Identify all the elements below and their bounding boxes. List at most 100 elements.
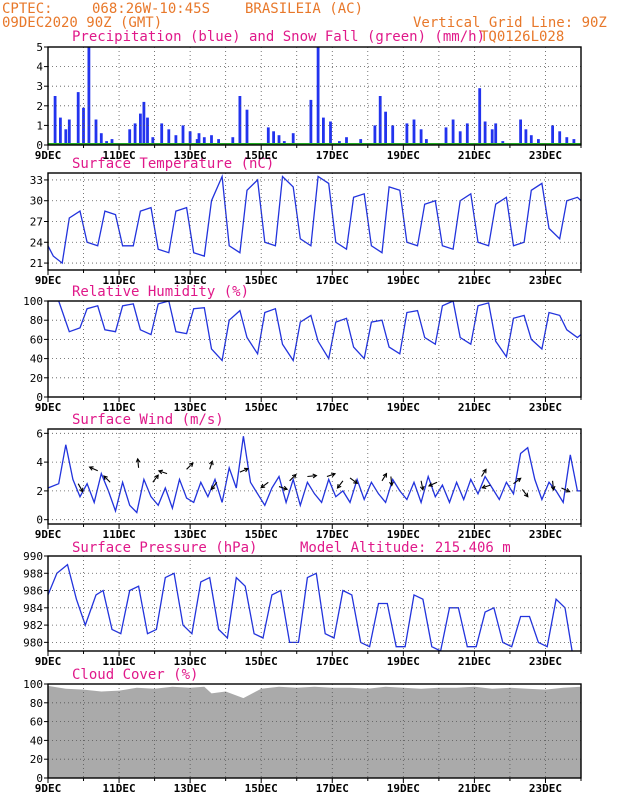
wind-arrow-shaft xyxy=(337,480,344,489)
wind-ytick-label: 4 xyxy=(36,456,43,469)
precip-bar xyxy=(142,101,146,145)
wind-arrow-head xyxy=(382,472,388,478)
wind-arrow-shaft xyxy=(390,476,393,486)
header-code: TQ0126L028 xyxy=(480,29,564,45)
precip-bar xyxy=(345,137,348,145)
cloud-ytick-label: 80 xyxy=(30,697,43,710)
precip-bar xyxy=(217,139,220,145)
header-coords: 068:26W-10:45S xyxy=(92,1,210,17)
wind-arrow-head xyxy=(243,467,250,473)
rh-xtick-label: 13DEC xyxy=(174,401,207,414)
precip-ytick-label: 2 xyxy=(36,100,43,113)
precip-bar xyxy=(565,137,569,145)
precip-bar xyxy=(419,129,423,145)
precip-bar xyxy=(391,125,395,145)
precip-bar xyxy=(94,119,98,145)
wind-ytick-label: 0 xyxy=(36,514,43,527)
precip-bar xyxy=(425,139,428,145)
rh-xtick-label: 17DEC xyxy=(316,401,349,414)
precip-bar xyxy=(76,92,80,145)
wind-arrow-head xyxy=(427,482,434,487)
precip-bar xyxy=(188,131,192,145)
temp-xtick-label: 9DEC xyxy=(35,274,62,287)
press-series-line xyxy=(48,563,573,651)
precip-bar xyxy=(537,139,540,145)
precip-bar xyxy=(202,137,206,145)
wind-arrow-head xyxy=(209,460,214,466)
temp-xtick-label: 23DEC xyxy=(529,274,562,287)
cloud-xtick-label: 13DEC xyxy=(174,782,207,795)
press-ytick-label: 984 xyxy=(23,602,43,615)
precip-bar xyxy=(99,133,103,145)
wind-arrow-head xyxy=(154,474,159,480)
precip-bar xyxy=(384,111,387,145)
wind-arrow-shaft xyxy=(137,458,140,468)
press-ytick-label: 990 xyxy=(23,550,43,563)
precip-bar xyxy=(174,135,178,145)
rh-ytick-label: 60 xyxy=(30,333,43,346)
wind-xtick-label: 19DEC xyxy=(387,528,420,541)
header-source: CPTEC: xyxy=(2,1,53,17)
press-ytick-label: 986 xyxy=(23,585,43,598)
wind-arrow-head xyxy=(291,473,297,479)
wind-arrow-head xyxy=(481,484,487,490)
precip-bar xyxy=(478,88,482,145)
press-xtick-label: 23DEC xyxy=(529,655,562,668)
cloud-xtick-label: 11DEC xyxy=(103,782,136,795)
precip-bar xyxy=(181,125,185,145)
temp-ytick-label: 33 xyxy=(30,174,43,187)
rh-xtick-label: 11DEC xyxy=(103,401,136,414)
wind-arrow-shaft xyxy=(349,477,358,484)
precip-bar xyxy=(167,129,171,145)
precip-xtick-label: 11DEC xyxy=(103,149,136,162)
wind-arrow-head xyxy=(523,492,529,498)
press-xtick-label: 21DEC xyxy=(458,655,491,668)
precip-xtick-label: 15DEC xyxy=(245,149,278,162)
precip-bar xyxy=(490,129,494,145)
precip-bar xyxy=(494,123,498,145)
temp-title: Surface Temperature (nC) xyxy=(72,156,274,172)
precip-bar xyxy=(277,135,281,145)
temp-xtick-label: 13DEC xyxy=(174,274,207,287)
wind-xtick-label: 21DEC xyxy=(458,528,491,541)
press-xtick-label: 13DEC xyxy=(174,655,207,668)
rh-xtick-label: 15DEC xyxy=(245,401,278,414)
temp-series-line xyxy=(48,173,581,265)
precip-bar xyxy=(82,107,85,145)
precip-bar xyxy=(195,139,199,145)
wind-xtick-label: 17DEC xyxy=(316,528,349,541)
wind-xtick-label: 9DEC xyxy=(35,528,62,541)
precip-ytick-label: 0 xyxy=(36,139,43,152)
precip-bar xyxy=(405,123,409,145)
wind-series-line xyxy=(48,436,581,514)
wind-arrow-head xyxy=(482,468,487,474)
wind-arrow-head xyxy=(283,485,289,491)
press-altitude-note: Model Altitude: 215.406 m xyxy=(300,540,511,556)
precip-bar xyxy=(238,96,242,145)
precip-bar xyxy=(231,137,235,145)
wind-arrow-shaft xyxy=(278,486,288,490)
precip-xtick-label: 13DEC xyxy=(174,149,207,162)
precip-ytick-label: 3 xyxy=(36,80,43,93)
rh-ytick-label: 20 xyxy=(30,372,43,385)
cloud-title: Cloud Cover (%) xyxy=(72,667,198,683)
cloud-ytick-label: 40 xyxy=(30,734,43,747)
temp-xtick-label: 11DEC xyxy=(103,274,136,287)
cloud-xtick-label: 21DEC xyxy=(458,782,491,795)
precip-bar xyxy=(110,139,114,145)
rh-title: Relative Humidity (%) xyxy=(72,284,249,300)
precip-bar xyxy=(458,131,462,145)
rh-ytick-label: 100 xyxy=(23,295,43,308)
wind-arrow-shaft xyxy=(513,477,522,485)
rh-series-line xyxy=(48,301,581,363)
precip-ytick-label: 1 xyxy=(36,119,43,132)
temp-frame xyxy=(47,172,582,271)
press-frame xyxy=(47,555,582,652)
temp-xtick-label: 21DEC xyxy=(458,274,491,287)
wind-arrow-shaft xyxy=(307,475,317,478)
precip-xtick-label: 23DEC xyxy=(529,149,562,162)
cloud-cover-area xyxy=(48,685,581,778)
rh-ytick-label: 0 xyxy=(36,391,43,404)
wind-arrow-shaft xyxy=(186,462,194,470)
precip-bar xyxy=(572,139,576,145)
